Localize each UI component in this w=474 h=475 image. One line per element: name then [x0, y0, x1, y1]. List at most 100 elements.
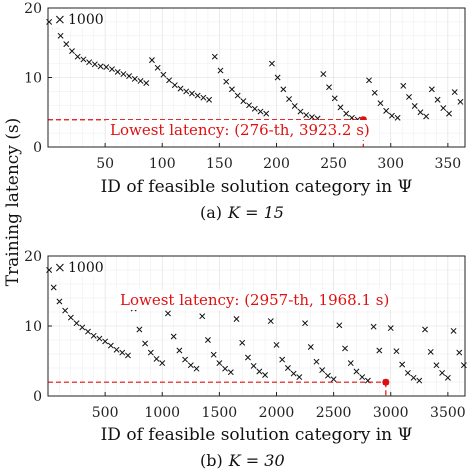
data-point [284, 365, 291, 371]
x-tick-label: 2500 [316, 405, 352, 421]
data-point [320, 71, 327, 77]
chart-panel-a: 50 100 150 200 250 300 350 0 10 20 × 1000 Lowest… [24, 1, 466, 222]
data-point [279, 356, 286, 363]
data-point [319, 367, 326, 374]
data-point [291, 103, 298, 109]
data-point [326, 84, 333, 91]
x-tick-label: 3000 [373, 405, 409, 421]
x-tick-label: 50 [96, 156, 114, 172]
data-point [126, 73, 133, 80]
data-point [370, 323, 377, 330]
data-point [296, 374, 303, 381]
data-point [330, 376, 337, 383]
data-point [160, 71, 167, 78]
y-axis-label: Training latency (s) [3, 118, 23, 287]
data-point [90, 332, 97, 339]
data-point [267, 318, 274, 325]
data-point [91, 61, 98, 68]
data-point [125, 352, 131, 359]
data-point [149, 57, 155, 64]
data-point [371, 89, 378, 96]
data-point [451, 89, 458, 96]
data-point [256, 368, 263, 375]
x-tick-label: 500 [92, 405, 119, 421]
data-point [387, 325, 394, 332]
annotation-text-b: Lowest latency: (2957-th, 1968.1 s) [120, 291, 389, 309]
data-point [337, 104, 344, 111]
data-point [246, 102, 253, 109]
y-tick-labels-b: 0 10 20 [24, 249, 52, 405]
x-tick-label: 100 [149, 156, 176, 172]
data-point [359, 374, 366, 381]
data-point [147, 349, 154, 356]
y-tick-label: 10 [24, 71, 42, 87]
data-point [440, 105, 447, 112]
data-point [234, 92, 241, 99]
data-point [411, 103, 418, 109]
data-point [193, 365, 200, 372]
data-point [268, 60, 275, 67]
y-tick-label: 10 [24, 319, 42, 335]
data-point [137, 78, 144, 84]
data-point [80, 56, 87, 63]
data-point [308, 114, 315, 121]
data-point [97, 63, 104, 70]
data-point [194, 92, 201, 99]
data-point [119, 349, 126, 356]
x-axis-label-a: ID of feasible solution category in Ψ [101, 177, 413, 197]
data-point [188, 90, 195, 97]
points-b [46, 267, 467, 386]
data-point [136, 326, 143, 333]
data-point [290, 370, 297, 377]
data-point [439, 369, 446, 376]
data-point [200, 94, 207, 101]
data-point [63, 41, 70, 48]
data-point [228, 86, 235, 93]
data-point [331, 95, 338, 102]
data-point [227, 369, 234, 376]
x-tick-labels-b: 500 1000 1500 2000 2500 3000 3500 [92, 392, 466, 421]
data-point [183, 88, 190, 95]
data-point [416, 377, 423, 384]
legend-marker-b: × [54, 260, 66, 276]
data-point [171, 82, 178, 89]
data-point [286, 96, 293, 102]
data-point [417, 109, 424, 116]
data-point [376, 347, 383, 354]
data-point [433, 362, 440, 369]
data-point [159, 360, 166, 367]
data-point [166, 77, 173, 84]
data-point [46, 267, 53, 273]
data-point [73, 320, 80, 327]
x-tick-label: 2000 [259, 405, 295, 421]
data-point [102, 338, 109, 345]
caption-math-a: K = 15 [227, 203, 284, 222]
data-point [307, 344, 314, 350]
data-point [297, 108, 304, 115]
data-point [347, 360, 354, 367]
data-point [177, 85, 184, 92]
data-point [388, 112, 395, 119]
data-point [131, 75, 138, 82]
data-point [199, 313, 206, 320]
data-point [394, 114, 401, 121]
data-point [262, 372, 269, 378]
data-point [62, 307, 69, 314]
data-point [280, 86, 287, 93]
data-point [142, 340, 149, 347]
data-point [313, 358, 320, 365]
caption-a: (a) K = 15 [200, 203, 284, 222]
data-point [342, 345, 348, 352]
data-point [206, 96, 213, 103]
data-point [56, 298, 63, 305]
data-point [96, 335, 103, 342]
data-point [210, 351, 217, 358]
annotation-background-a [106, 120, 378, 140]
data-point [107, 342, 114, 349]
data-point [233, 316, 240, 322]
data-point [217, 67, 224, 74]
data-point [427, 348, 434, 355]
annotation-text-a: Lowest latency: (276-th, 3923.2 s) [110, 121, 370, 139]
data-point [50, 284, 57, 291]
